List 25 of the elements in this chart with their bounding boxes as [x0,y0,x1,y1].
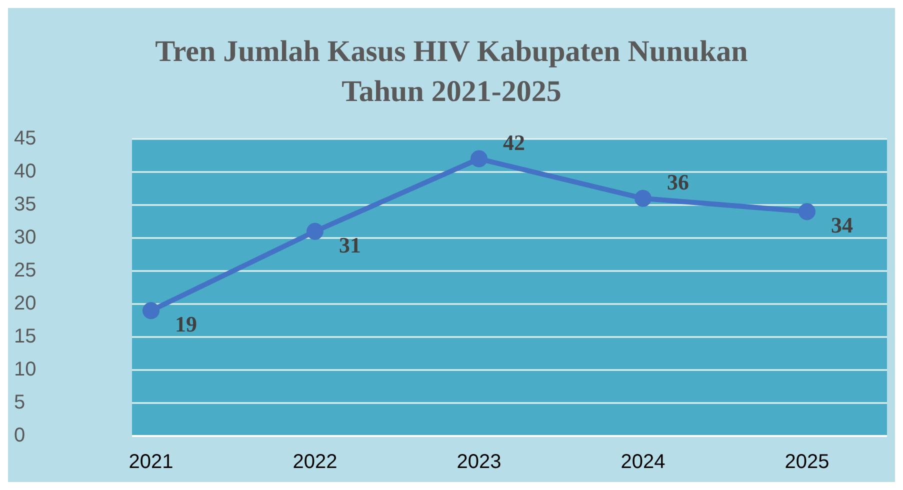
data-label: 34 [831,212,853,238]
data-label: 36 [667,169,689,194]
point [306,222,324,240]
point [798,203,816,220]
y-tick-label: 25 [14,259,36,282]
y-tick-label: 0 [14,424,26,446]
point [470,150,488,168]
y-tick-label: 45 [14,127,36,150]
data-label: 31 [339,232,361,258]
y-tick-label: 5 [14,391,26,414]
y-tick-label: 30 [14,226,36,248]
x-tick-label: 2024 [620,451,666,474]
y-tick-label: 10 [14,358,36,380]
x-tick-label: 2021 [128,451,174,474]
y-tick-label: 15 [14,325,36,348]
x-tick-label: 2025 [784,451,830,474]
x-tick-label: 2022 [292,451,338,474]
y-tick-label: 20 [14,292,36,314]
point [142,302,160,320]
point [634,190,652,207]
chart-title: Tren Jumlah Kasus HIV Kabupaten Nunukan Tahun 2021-2025 [154,34,749,110]
y-tick-label: 35 [14,193,36,216]
y-tick-label: 40 [14,160,36,182]
x-tick-label: 2023 [456,451,502,474]
data-label: 19 [175,312,197,337]
